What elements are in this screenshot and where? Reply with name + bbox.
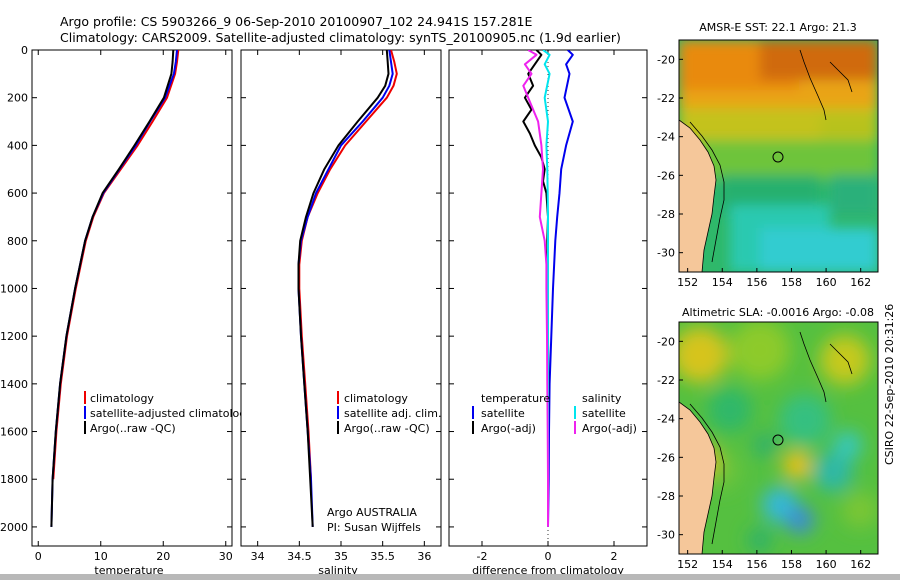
x-tick-label: 2 <box>611 550 618 563</box>
y-tick-label: 400 <box>7 139 28 152</box>
series-salinity-argo-adj <box>522 50 549 527</box>
map-y-tick-label: -28 <box>657 208 675 221</box>
map-x-tick-label: 152 <box>677 558 698 571</box>
map-x-tick-label: 162 <box>850 558 871 571</box>
x-tick-label: 35.5 <box>370 550 395 563</box>
sst-map-title: AMSR-E SST: 22.1 Argo: 21.3 <box>699 21 857 34</box>
credit-text: CSIRO 22-Sep-2010 20:31:26 <box>883 304 896 465</box>
sst-map: AMSR-E SST: 22.1 Argo: 21.3 <box>657 21 879 289</box>
map-y-tick-label: -26 <box>657 451 675 464</box>
temperature-axes <box>31 49 233 547</box>
salinity-x-axis: 34 34.5 35 35.5 36 <box>251 50 431 563</box>
salinity-series <box>297 50 398 527</box>
sla-map: Altimetric SLA: -0.0016 Argo: -0.08 <box>657 306 879 571</box>
y-tick-label: 0 <box>21 44 28 57</box>
y-tick-label: 1400 <box>0 378 28 391</box>
sst-map-ticks: 152 154 156 158 160 162 -20 -22 -24 -26 -28 -30 <box>657 53 871 289</box>
salinity-panel: 34 34.5 35 35.5 36 salinity climatology sate… <box>240 49 442 577</box>
x-tick-label: 0 <box>545 550 552 563</box>
legend-label-sal-satellite: satellite <box>582 407 626 420</box>
legend-label-satellite-adjusted: satellite-adjusted climatology <box>90 407 253 420</box>
sla-map-ticks: 152 154 156 158 160 162 -20 -22 -24 -26 -28 -30 <box>657 335 871 571</box>
map-y-tick-label: -24 <box>657 413 675 426</box>
salinity-axes <box>240 49 442 547</box>
annotation-institution: Argo AUSTRALIA <box>327 506 417 519</box>
legend-label-sal-argo: Argo(-adj) <box>582 422 637 435</box>
map-y-tick-label: -22 <box>657 374 675 387</box>
x-tick-label: 35 <box>334 550 348 563</box>
map-x-tick-label: 156 <box>746 558 767 571</box>
depth-axis: 0 200 400 600 800 1000 1200 1400 1600 1800 2000 <box>0 44 232 534</box>
map-x-tick-label: 160 <box>816 276 837 289</box>
temperature-legend: climatology satellite-adjusted climatolo… <box>84 391 253 435</box>
legend-label-argo: Argo(..raw -QC) <box>90 422 176 435</box>
map-x-tick-label: 156 <box>746 276 767 289</box>
map-x-tick-label: 158 <box>781 558 802 571</box>
x-tick-label: 10 <box>94 550 108 563</box>
difference-ticks <box>449 49 647 528</box>
legend-label-temp-argo: Argo(-adj) <box>481 422 536 435</box>
map-y-tick-label: -20 <box>657 335 675 348</box>
difference-panel: -2 0 2 difference from climatology tempera… <box>448 49 648 577</box>
map-x-tick-label: 154 <box>712 276 733 289</box>
legend-label-argo: Argo(..raw -QC) <box>344 422 430 435</box>
sla-map-title: Altimetric SLA: -0.0016 Argo: -0.08 <box>682 306 874 319</box>
legend-label-satellite-adj: satellite adj. clim. <box>344 407 441 420</box>
y-tick-label: 600 <box>7 187 28 200</box>
difference-xlabel: difference from climatology <box>472 564 624 577</box>
difference-legend: temperature salinity satellite Argo(-adj… <box>472 392 637 435</box>
legend-label-climatology: climatology <box>344 392 408 405</box>
legend-label-temp-satellite: satellite <box>481 407 525 420</box>
salinity-legend: climatology satellite adj. clim. Argo(..… <box>337 391 441 435</box>
y-tick-label: 1000 <box>0 282 28 295</box>
x-tick-label: 34 <box>251 550 265 563</box>
x-tick-label: 0 <box>35 550 42 563</box>
legend-label-climatology: climatology <box>90 392 154 405</box>
x-tick-label: -2 <box>477 550 488 563</box>
y-tick-label: 1200 <box>0 330 28 343</box>
temperature-panel: 0 200 400 600 800 1000 1200 1400 1600 1800 2000 0 1… <box>0 44 253 577</box>
temperature-series <box>50 50 180 527</box>
x-tick-label: 36 <box>417 550 431 563</box>
map-x-tick-label: 154 <box>712 558 733 571</box>
y-tick-label: 200 <box>7 92 28 105</box>
salinity-ticks <box>241 49 441 528</box>
map-x-tick-label: 152 <box>677 276 698 289</box>
y-tick-label: 2000 <box>0 521 28 534</box>
temperature-x-axis: 0 10 20 30 <box>35 50 233 563</box>
map-y-tick-label: -20 <box>657 53 675 66</box>
salinity-xlabel: salinity <box>318 564 358 577</box>
x-tick-label: 20 <box>156 550 170 563</box>
map-y-tick-label: -26 <box>657 169 675 182</box>
window-bottom-bar <box>0 574 900 580</box>
x-tick-label: 30 <box>219 550 233 563</box>
x-tick-label: 34.5 <box>287 550 312 563</box>
series-argo-raw-qc <box>297 50 390 527</box>
map-x-tick-label: 158 <box>781 276 802 289</box>
map-x-tick-label: 162 <box>850 276 871 289</box>
figure-title-line2: Climatology: CARS2009. Satellite-adjuste… <box>60 30 621 45</box>
annotation-pi: PI: Susan Wijffels <box>327 521 421 534</box>
legend-header-salinity: salinity <box>582 392 622 405</box>
y-tick-label: 1600 <box>0 426 28 439</box>
map-y-tick-label: -28 <box>657 490 675 503</box>
series-temperature-satellite <box>547 50 574 527</box>
y-tick-label: 1800 <box>0 473 28 486</box>
difference-series <box>522 50 574 546</box>
map-y-tick-label: -22 <box>657 92 675 105</box>
y-tick-label: 800 <box>7 235 28 248</box>
figure-title-line1: Argo profile: CS 5903266_9 06-Sep-2010 2… <box>60 14 532 29</box>
map-y-tick-label: -24 <box>657 131 675 144</box>
map-y-tick-label: -30 <box>657 529 675 542</box>
map-x-tick-label: 160 <box>816 558 837 571</box>
map-y-tick-label: -30 <box>657 247 675 260</box>
temperature-xlabel: temperature <box>94 564 163 577</box>
legend-header-temperature: temperature <box>481 392 550 405</box>
series-argo-raw-qc <box>50 50 175 527</box>
